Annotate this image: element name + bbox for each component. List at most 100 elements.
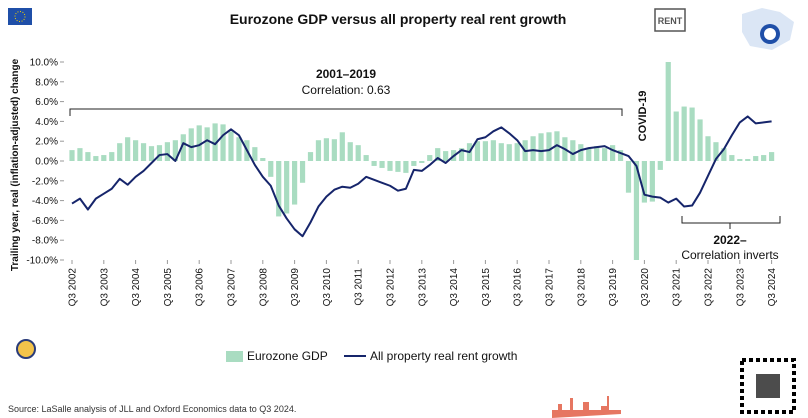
bar (228, 131, 234, 161)
annotation: COVID-19 (637, 91, 649, 142)
bar (180, 134, 186, 161)
x-tick-label: Q3 2022 (704, 268, 715, 307)
bar (299, 161, 306, 183)
y-tick-label: -6.0% (32, 216, 58, 227)
x-tick-label: Q3 2005 (163, 268, 174, 307)
bar (737, 159, 743, 161)
bar (769, 152, 775, 161)
bar (753, 156, 759, 161)
x-tick-label: Q3 2008 (258, 268, 269, 307)
bar (490, 140, 496, 161)
bar (371, 161, 377, 166)
bar (474, 141, 481, 161)
bar (761, 155, 767, 161)
x-tick-label: Q3 2014 (449, 268, 460, 307)
rent-icon-label: RENT (658, 16, 683, 26)
eu-flag (8, 8, 32, 25)
x-tick-label: Q3 2021 (672, 268, 683, 307)
annotation: 2022– (713, 233, 747, 247)
y-tick-label: 0.0% (35, 157, 58, 168)
coin-icon (16, 339, 36, 359)
bar (546, 132, 552, 161)
bar (307, 152, 314, 161)
y-axis-label: Trailing year, real (inflation-adjusted)… (10, 58, 21, 271)
bar (363, 155, 369, 161)
bar (721, 148, 727, 161)
bar (276, 161, 282, 217)
x-tick-label: Q3 2015 (481, 268, 492, 307)
x-tick-label: Q3 2007 (227, 268, 238, 307)
bar (140, 143, 147, 161)
flag-stars (14, 11, 26, 22)
bar (419, 161, 425, 163)
bar (284, 161, 290, 214)
bar (379, 161, 385, 168)
x-tick-label: Q3 2010 (322, 268, 333, 307)
y-tick-label: 6.0% (35, 97, 58, 108)
bar (665, 62, 671, 161)
euro-icon-inner (764, 28, 776, 40)
bar (443, 151, 449, 161)
bar (252, 147, 258, 161)
bar (625, 161, 632, 193)
bar (673, 111, 679, 161)
x-tick-label: Q3 2018 (576, 268, 587, 307)
y-tick-label: 2.0% (35, 137, 58, 148)
bar (641, 161, 647, 203)
bar (729, 155, 735, 161)
bar (339, 132, 345, 161)
bar (387, 161, 393, 171)
bar (196, 125, 202, 161)
bar (689, 107, 695, 161)
bar (355, 145, 361, 161)
bar (133, 140, 139, 161)
bar (594, 146, 600, 161)
legend-swatch (226, 351, 243, 362)
bar (498, 143, 504, 161)
bracket-2022 (681, 216, 781, 229)
bar (697, 119, 703, 161)
x-tick-label: Q3 2013 (417, 268, 428, 307)
bar (109, 152, 115, 161)
bar (649, 161, 655, 202)
bar (435, 148, 441, 161)
bar (506, 144, 512, 161)
bar (101, 155, 107, 161)
bar (236, 137, 242, 161)
qr-code (740, 358, 796, 414)
x-tick-label: Q3 2012 (386, 268, 397, 307)
y-tick-label: 4.0% (35, 117, 58, 128)
x-tick-label: Q3 2024 (767, 268, 778, 307)
bar (745, 159, 751, 161)
bar (538, 133, 544, 161)
bar (260, 158, 266, 161)
bar (458, 148, 465, 161)
x-tick-label: Q3 2002 (68, 268, 79, 307)
x-tick-label: Q3 2019 (608, 268, 619, 307)
x-tick-label: Q3 2009 (290, 268, 301, 307)
bar (610, 145, 616, 161)
chart-title: Eurozone GDP versus all property real re… (230, 11, 567, 27)
bar (657, 161, 663, 170)
y-tick-label: -10.0% (26, 256, 58, 267)
x-tick-label: Q3 2003 (99, 268, 110, 307)
y-tick-label: 8.0% (35, 77, 58, 88)
bar (482, 141, 488, 161)
bar (164, 142, 170, 161)
skyline-icon (552, 396, 621, 418)
legend-label: Eurozone GDP (247, 349, 328, 363)
x-tick-label: Q3 2017 (545, 268, 556, 307)
bar (156, 145, 163, 161)
bar (220, 124, 226, 161)
x-tick-label: Q3 2004 (131, 268, 142, 307)
bar (188, 128, 194, 161)
y-tick-label: -8.0% (32, 236, 58, 247)
bar (633, 161, 640, 260)
bar (514, 143, 520, 161)
x-tick-label: Q3 2020 (640, 268, 651, 307)
y-tick-label: -4.0% (32, 196, 58, 207)
bar (204, 127, 210, 161)
bar (530, 136, 536, 161)
bar (125, 137, 131, 161)
bar (323, 138, 329, 161)
